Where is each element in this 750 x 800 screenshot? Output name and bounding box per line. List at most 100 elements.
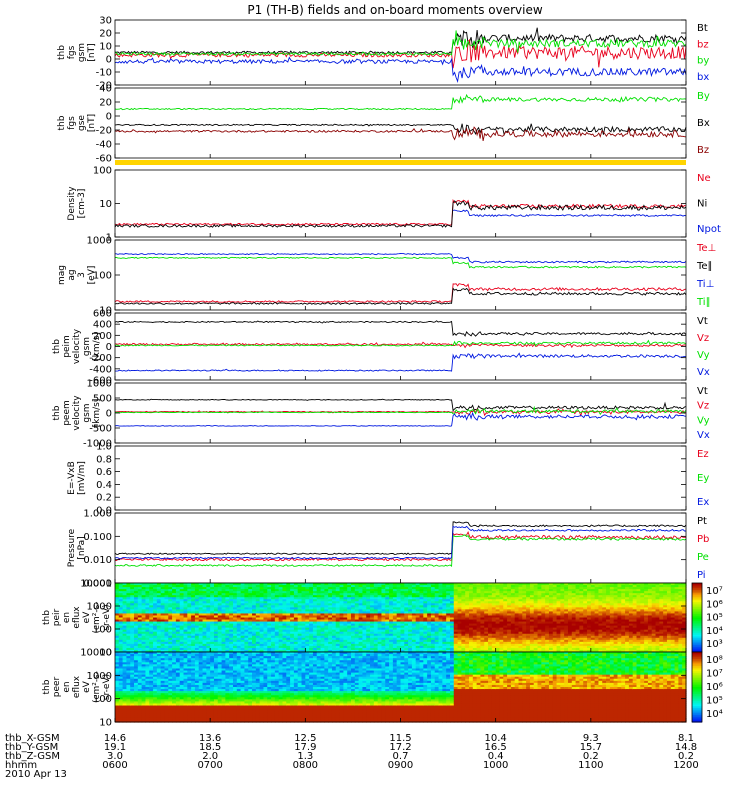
heatmap-cell (343, 607, 348, 610)
heatmap-cell (545, 647, 550, 651)
heatmap-cell (263, 649, 268, 653)
heatmap-cell (385, 631, 390, 635)
heatmap-cell (503, 583, 508, 586)
heatmap-cell (430, 635, 436, 639)
heatmap-cell (172, 603, 177, 606)
legend-label: Vy (697, 350, 710, 361)
heatmap-cell (510, 623, 516, 627)
heatmap-cell (556, 633, 561, 637)
heatmap-cell (236, 627, 242, 631)
heatmap-cell (507, 623, 512, 627)
heatmap-cell (290, 593, 295, 596)
heatmap-cell (309, 617, 314, 621)
heatmap-cell (427, 593, 432, 596)
heatmap-cell (343, 591, 348, 594)
heatmap-cell (244, 627, 249, 631)
heatmap-cell (149, 601, 154, 604)
legend-label: Vy (697, 415, 710, 426)
heatmap-cell (480, 641, 485, 645)
heatmap-cell (210, 639, 215, 643)
heatmap-cell (274, 649, 280, 653)
heatmap-cell (484, 635, 489, 639)
heatmap-cell (183, 635, 188, 639)
heatmap-cell (335, 587, 341, 590)
heatmap-cell (453, 587, 459, 590)
heatmap-cell (370, 623, 375, 627)
heatmap-cell (255, 613, 261, 617)
heatmap-cell (126, 609, 131, 613)
heatmap-cell (354, 589, 360, 592)
heatmap-cell (358, 601, 364, 604)
heatmap-cell (617, 643, 622, 647)
heatmap-cell (351, 617, 356, 621)
heatmap-cell (221, 643, 226, 647)
heatmap-cell (153, 601, 158, 604)
heatmap-cell (587, 649, 592, 653)
heatmap-cell (465, 623, 470, 627)
heatmap-cell (335, 639, 341, 643)
heatmap-cell (503, 623, 508, 627)
heatmap-cell (453, 589, 459, 592)
heatmap-cell (255, 591, 261, 594)
heatmap-cell (389, 639, 394, 643)
heatmap-cell (408, 599, 413, 602)
heatmap-cell (381, 641, 386, 645)
heatmap-cell (617, 609, 622, 613)
heatmap-cell (457, 601, 463, 604)
heatmap-cell (567, 643, 573, 647)
heatmap-cell (583, 625, 588, 629)
heatmap-cell (370, 627, 375, 631)
heatmap-cell (609, 641, 615, 645)
heatmap-cell (301, 599, 306, 602)
heatmap-cell (122, 611, 128, 615)
heatmap-cell (377, 619, 383, 623)
heatmap-cell (244, 633, 249, 637)
heatmap-cell (115, 621, 120, 625)
heatmap-cell (480, 635, 485, 639)
heatmap-cell (122, 607, 128, 610)
heatmap-cell (130, 641, 135, 645)
heatmap-cell (617, 627, 622, 631)
heatmap-cell (145, 629, 150, 633)
heatmap-cell (628, 615, 634, 619)
heatmap-cell (354, 617, 360, 621)
heatmap-cell (331, 591, 337, 594)
heatmap-cell (419, 617, 424, 621)
heatmap-cell (411, 589, 417, 592)
heatmap-cell (640, 621, 645, 625)
heatmap-cell (465, 613, 470, 617)
heatmap-cell (548, 603, 554, 606)
heatmap-cell (210, 625, 215, 629)
heatmap-cell (225, 599, 230, 602)
heatmap-cell (537, 647, 542, 651)
heatmap-cell (491, 629, 497, 633)
heatmap-cell (240, 611, 246, 615)
heatmap-cell (362, 615, 367, 619)
heatmap-cell (507, 589, 512, 592)
heatmap-cell (118, 631, 124, 635)
heatmap-cell (335, 609, 341, 613)
heatmap-cell (510, 607, 516, 610)
heatmap-cell (628, 601, 634, 604)
heatmap-cell (385, 645, 390, 649)
heatmap-cell (484, 639, 489, 643)
heatmap-cell (213, 637, 219, 641)
heatmap-cell (160, 619, 166, 623)
heatmap-cell (404, 631, 409, 635)
heatmap-cell (598, 609, 603, 613)
heatmap-cell (408, 583, 413, 586)
heatmap-cell (130, 607, 135, 610)
heatmap-cell (632, 629, 638, 633)
heatmap-cell (389, 593, 394, 596)
legend-label: Te∥ (696, 261, 713, 272)
heatmap-cell (370, 589, 375, 592)
heatmap-cell (518, 609, 523, 613)
heatmap-cell (194, 587, 200, 590)
heatmap-cell (297, 599, 303, 602)
heatmap-cell (449, 595, 455, 598)
heatmap-cell (191, 615, 196, 619)
heatmap-cell (221, 601, 226, 604)
heatmap-cell (286, 631, 291, 635)
heatmap-cell (290, 597, 295, 600)
heatmap-cell (507, 607, 512, 610)
